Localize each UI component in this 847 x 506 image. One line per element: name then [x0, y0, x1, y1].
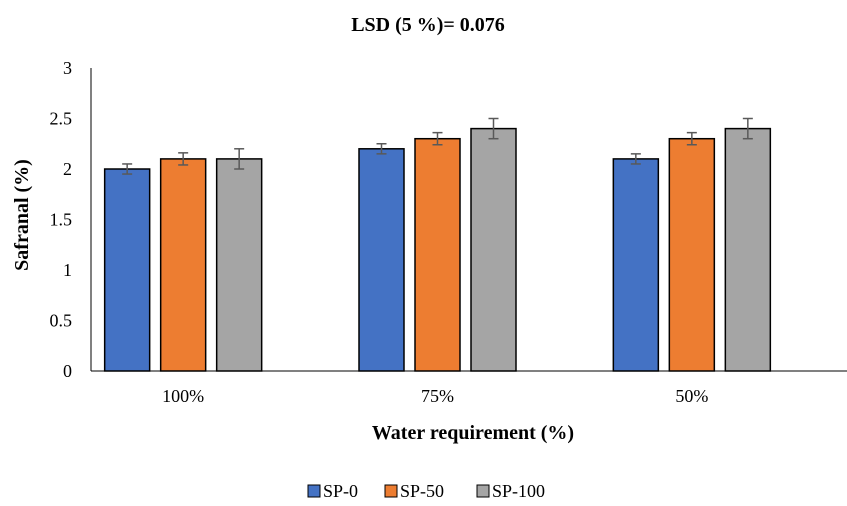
legend-swatch-sp-50 — [384, 484, 398, 498]
bar-sp-100-100pct — [215, 158, 263, 372]
bar-sp-50-50pct — [668, 137, 716, 372]
y-tick-label: 2.5 — [50, 109, 73, 129]
legend-swatch-sp-0 — [307, 484, 321, 498]
y-axis-title: Safranal (%) — [11, 159, 33, 271]
x-tick-label: 75% — [421, 386, 454, 406]
y-tick-label: 0 — [63, 361, 72, 381]
legend-label-sp-50: SP-50 — [400, 481, 444, 501]
bar-sp-100-50pct — [724, 127, 772, 372]
legend-swatch-sp-100 — [476, 484, 490, 498]
y-axis-ticks: 0 0.5 1 1.5 2 2.5 3 — [50, 58, 73, 381]
bar-sp-0-75pct — [358, 148, 405, 372]
bars-group — [103, 127, 772, 372]
bar-sp-50-100pct — [159, 158, 207, 372]
y-tick-label: 1.5 — [50, 210, 73, 230]
bar-sp-50-75pct — [414, 137, 461, 372]
x-axis-ticks: 100% 75% 50% — [162, 386, 708, 406]
legend-label-sp-0: SP-0 — [323, 481, 358, 501]
y-tick-label: 2 — [63, 159, 72, 179]
x-tick-label: 50% — [675, 386, 708, 406]
bar-sp-0-50pct — [612, 158, 660, 372]
legend-label-sp-100: SP-100 — [492, 481, 545, 501]
y-tick-label: 0.5 — [50, 311, 73, 331]
error-bars-group — [122, 117, 753, 175]
bar-sp-100-75pct — [470, 127, 517, 372]
y-tick-label: 1 — [63, 260, 72, 280]
y-tick-label: 3 — [63, 58, 72, 78]
x-axis-title: Water requirement (%) — [372, 422, 574, 444]
legend: SP-0 SP-50 SP-100 — [307, 481, 545, 501]
chart-title: LSD (5 %)= 0.076 — [351, 14, 505, 36]
x-tick-label: 100% — [162, 386, 204, 406]
bar-sp-0-100pct — [103, 168, 151, 372]
